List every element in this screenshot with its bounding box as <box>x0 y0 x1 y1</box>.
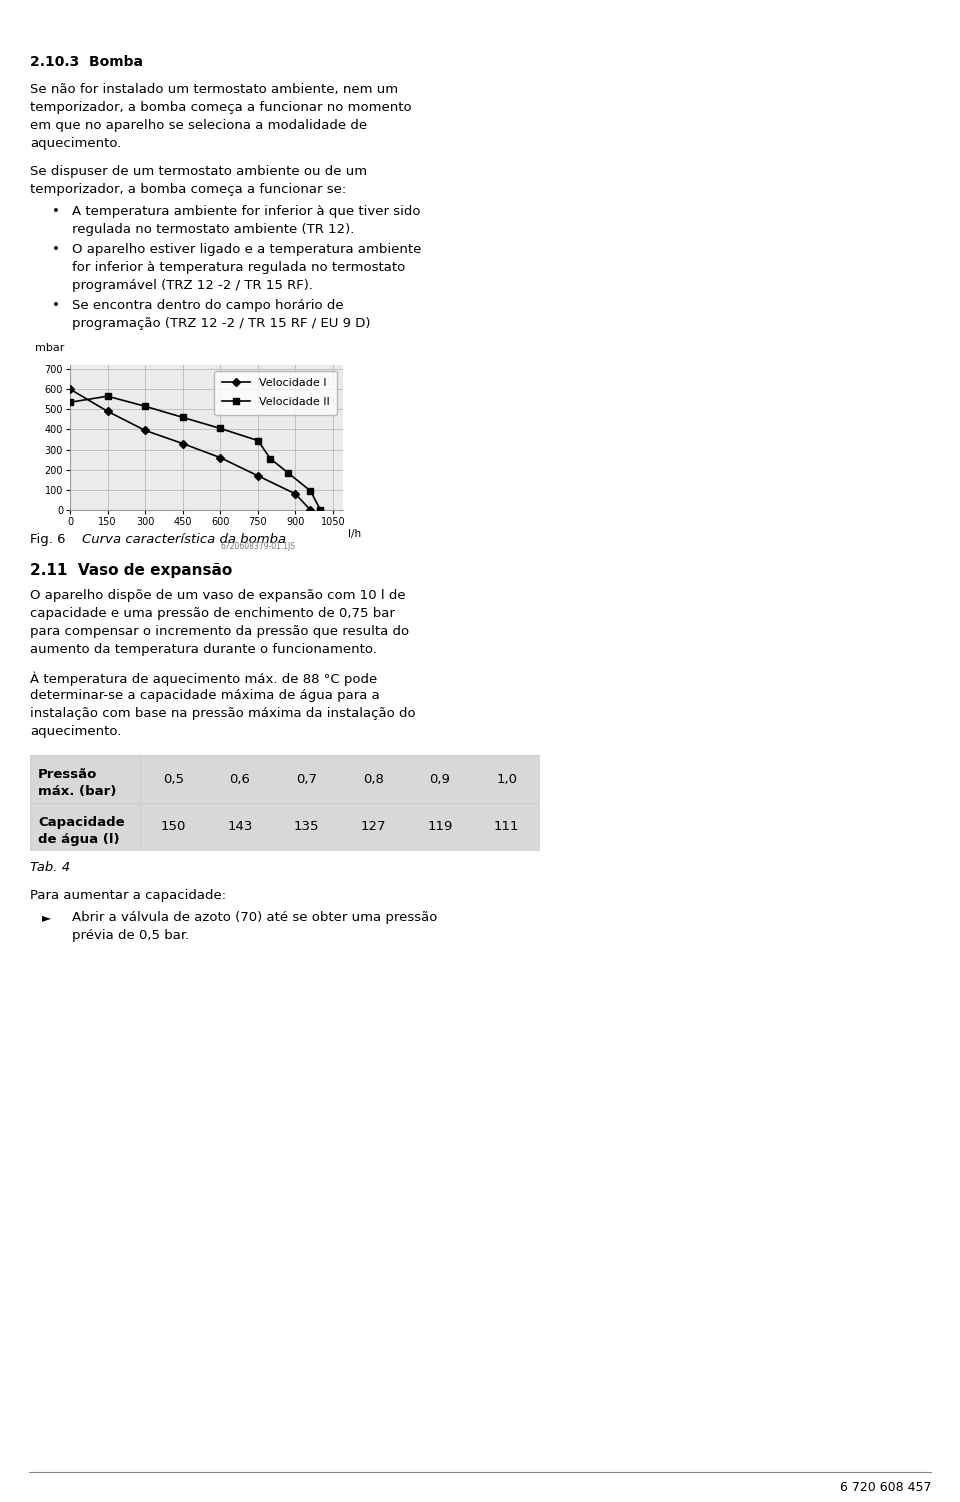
Bar <box>140 756 206 804</box>
Text: Para aumentar a capacidade:: Para aumentar a capacidade: <box>30 889 227 903</box>
Bar <box>340 756 407 804</box>
Text: determinar-se a capacidade máxima de água para a: determinar-se a capacidade máxima de águ… <box>30 689 380 701</box>
Text: capacidade e uma pressão de enchimento de 0,75 bar: capacidade e uma pressão de enchimento d… <box>30 607 395 620</box>
Bar <box>140 804 206 852</box>
Bar <box>30 756 140 804</box>
Velocidade II <box>177 409 188 427</box>
Text: 6 720 608 457: 6 720 608 457 <box>840 1481 931 1494</box>
Text: Se encontra dentro do campo horário de: Se encontra dentro do campo horário de <box>72 299 344 312</box>
Bar <box>340 804 407 852</box>
Velocidade II <box>64 394 76 412</box>
Velocidade II <box>304 482 316 500</box>
Bar <box>407 756 473 804</box>
Text: Capacidade: Capacidade <box>38 817 125 829</box>
Text: Indicações sobre o aparelho | 9: Indicações sobre o aparelho | 9 <box>734 9 943 21</box>
Velocidade II <box>102 388 113 406</box>
Text: 2.11  Vaso de expansão: 2.11 Vaso de expansão <box>30 563 232 578</box>
Text: •: • <box>52 204 60 218</box>
Text: 135: 135 <box>294 820 320 834</box>
Text: Se não for instalado um termostato ambiente, nem um: Se não for instalado um termostato ambie… <box>30 83 398 96</box>
Text: em que no aparelho se seleciona a modalidade de: em que no aparelho se seleciona a modali… <box>30 119 367 132</box>
Bar <box>206 756 274 804</box>
Text: Fig. 6: Fig. 6 <box>30 533 83 547</box>
Bar <box>473 804 540 852</box>
Text: O aparelho dispõe de um vaso de expansão com 10 l de: O aparelho dispõe de um vaso de expansão… <box>30 589 406 602</box>
Text: para compensar o incremento da pressão que resulta do: para compensar o incremento da pressão q… <box>30 625 409 638</box>
Text: aquecimento.: aquecimento. <box>30 137 121 150</box>
Text: mbar: mbar <box>35 344 64 353</box>
Velocidade I <box>102 403 113 421</box>
Velocidade I <box>64 380 76 398</box>
Text: programável (TRZ 12 -2 / TR 15 RF).: programável (TRZ 12 -2 / TR 15 RF). <box>72 279 313 291</box>
Text: 143: 143 <box>228 820 252 834</box>
Velocidade II <box>315 502 326 520</box>
Line: Velocidade I: Velocidade I <box>67 386 313 512</box>
Velocidade II <box>214 419 226 437</box>
Velocidade II <box>282 464 294 482</box>
Text: Abrir a válvula de azoto (70) até se obter uma pressão: Abrir a válvula de azoto (70) até se obt… <box>72 912 438 924</box>
Text: aquecimento.: aquecimento. <box>30 725 121 737</box>
Text: ►: ► <box>42 912 51 924</box>
Text: 6720608379-01.1JS: 6720608379-01.1JS <box>220 542 295 551</box>
Text: Tab. 4: Tab. 4 <box>30 861 70 874</box>
Line: Velocidade II: Velocidade II <box>67 394 324 512</box>
Bar <box>473 756 540 804</box>
Velocidade II <box>265 449 276 467</box>
Text: 1,0: 1,0 <box>496 772 517 786</box>
Bar <box>407 804 473 852</box>
Bar <box>274 756 340 804</box>
Text: •: • <box>52 243 60 255</box>
Velocidade I <box>304 502 316 520</box>
Velocidade I <box>214 449 226 467</box>
Text: temporizador, a bomba começa a funcionar no momento: temporizador, a bomba começa a funcionar… <box>30 101 412 114</box>
Velocidade II <box>139 397 151 415</box>
Text: 150: 150 <box>160 820 186 834</box>
Text: Pressão: Pressão <box>38 769 97 781</box>
Text: A temperatura ambiente for inferior à que tiver sido: A temperatura ambiente for inferior à qu… <box>72 204 420 218</box>
Text: 2.10.3  Bomba: 2.10.3 Bomba <box>30 56 143 69</box>
Text: À temperatura de aquecimento máx. de 88 °C pode: À temperatura de aquecimento máx. de 88 … <box>30 671 377 685</box>
Text: 127: 127 <box>361 820 386 834</box>
Bar <box>30 804 140 852</box>
Text: 0,5: 0,5 <box>163 772 183 786</box>
Velocidade I <box>290 485 301 503</box>
Bar <box>274 804 340 852</box>
Text: 0,6: 0,6 <box>229 772 251 786</box>
Text: for inferior à temperatura regulada no termostato: for inferior à temperatura regulada no t… <box>72 261 405 273</box>
Text: 0,8: 0,8 <box>363 772 384 786</box>
Text: 0,7: 0,7 <box>297 772 317 786</box>
Text: programação (TRZ 12 -2 / TR 15 RF / EU 9 D): programação (TRZ 12 -2 / TR 15 RF / EU 9… <box>72 317 371 330</box>
Text: instalação com base na pressão máxima da instalação do: instalação com base na pressão máxima da… <box>30 707 416 719</box>
Velocidade I <box>139 422 151 440</box>
Bar <box>206 804 274 852</box>
Text: regulada no termostato ambiente (TR 12).: regulada no termostato ambiente (TR 12). <box>72 222 354 236</box>
Text: Curva característica da bomba: Curva característica da bomba <box>82 533 286 547</box>
Text: •: • <box>52 299 60 312</box>
Text: 111: 111 <box>493 820 519 834</box>
Text: Se dispuser de um termostato ambiente ou de um: Se dispuser de um termostato ambiente ou… <box>30 165 367 179</box>
Text: de água (l): de água (l) <box>38 832 120 846</box>
Text: aumento da temperatura durante o funcionamento.: aumento da temperatura durante o funcion… <box>30 643 377 656</box>
Text: temporizador, a bomba começa a funcionar se:: temporizador, a bomba começa a funcionar… <box>30 183 347 195</box>
Text: 0,9: 0,9 <box>429 772 450 786</box>
Text: 119: 119 <box>427 820 453 834</box>
Text: prévia de 0,5 bar.: prévia de 0,5 bar. <box>72 930 189 942</box>
Velocidade II <box>252 431 264 449</box>
Text: BR: BR <box>17 9 37 21</box>
Velocidade I <box>252 467 264 485</box>
Legend: Velocidade I, Velocidade II: Velocidade I, Velocidade II <box>214 371 338 415</box>
Text: O aparelho estiver ligado e a temperatura ambiente: O aparelho estiver ligado e a temperatur… <box>72 243 421 255</box>
Velocidade I <box>177 434 188 452</box>
Text: máx. (bar): máx. (bar) <box>38 784 116 798</box>
Text: l/h: l/h <box>348 529 362 539</box>
